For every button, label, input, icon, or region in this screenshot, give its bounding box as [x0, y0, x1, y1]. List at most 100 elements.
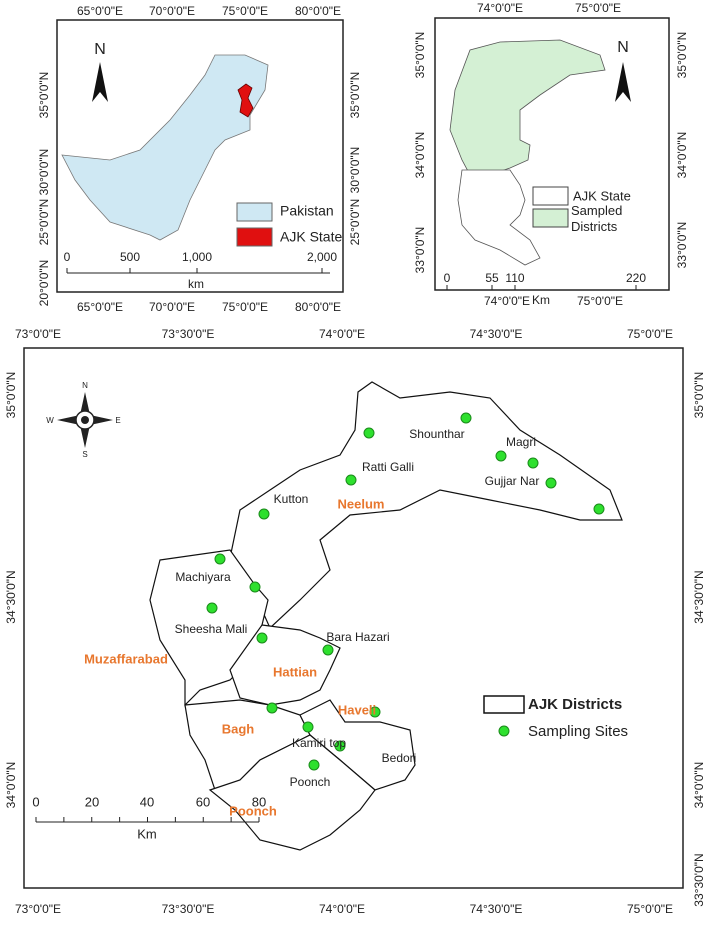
compass-label: W: [46, 416, 54, 425]
longitude-label: 73°0'0"E: [15, 327, 61, 341]
ajk-shape: [457, 169, 541, 266]
compass-label: N: [82, 381, 88, 390]
district-shape: [229, 624, 341, 706]
longitude-label: 75°0'0"E: [575, 1, 621, 15]
sampling-site: [266, 702, 278, 714]
site-label: Sheesha Mali: [175, 622, 248, 636]
longitude-label: 74°0'0"E: [319, 902, 365, 916]
longitude-label: 75°0'0"E: [222, 4, 268, 18]
longitude-label: 70°0'0"E: [149, 300, 195, 314]
legend-swatch: [532, 208, 569, 228]
sampling-site: [495, 450, 507, 462]
scale-label: 0: [32, 794, 39, 809]
site-label: Ratti Galli: [362, 460, 414, 474]
sampling-site: [258, 508, 270, 520]
longitude-label: 80°0'0"E: [295, 300, 341, 314]
district-shape: [208, 734, 376, 851]
sampling-site: [256, 632, 268, 644]
sampled-districts-shape: [449, 39, 606, 176]
scale-label: 20: [85, 794, 99, 809]
longitude-label: 74°0'0"E: [484, 294, 530, 308]
legend-label: Sampling Sites: [528, 723, 628, 740]
scale-label: 55: [485, 271, 499, 285]
sampling-site: [249, 581, 261, 593]
longitude-label: 75°0'0"E: [627, 902, 673, 916]
legend-label: AJK Districts: [528, 696, 622, 713]
latitude-label: 35°0'0"N: [675, 32, 689, 79]
latitude-label: 34°0'0"N: [413, 132, 427, 179]
latitude-label: 35°0'0"N: [413, 32, 427, 79]
scale-label: 1,000: [182, 250, 212, 264]
site-label: Shounthar: [409, 427, 464, 441]
district-label: Haveli: [338, 702, 376, 717]
site-label: Kutton: [274, 492, 309, 506]
scale-label: 80: [252, 794, 266, 809]
longitude-label: 73°30'0"E: [162, 327, 215, 341]
sampling-site: [460, 412, 472, 424]
legend-label: Pakistan: [280, 203, 334, 219]
legend-swatch: [236, 227, 273, 247]
site-label: Bedori: [382, 751, 417, 765]
scale-label: 2,000: [307, 250, 337, 264]
main-frame: [23, 347, 684, 889]
scale-label: 500: [120, 250, 140, 264]
north-label: N: [617, 39, 629, 56]
sampling-site: [302, 721, 314, 733]
site-label: Bara Hazari: [326, 630, 389, 644]
scale-unit: Km: [532, 293, 550, 307]
longitude-label: 74°0'0"E: [319, 327, 365, 341]
latitude-label: 33°30'0"N: [692, 853, 706, 906]
legend-label: Sampled Districts: [571, 203, 623, 234]
legend-swatch: [532, 186, 569, 206]
scale-unit: km: [188, 277, 204, 291]
scale-label: 40: [140, 794, 154, 809]
site-label: Magri: [506, 435, 536, 449]
longitude-label: 65°0'0"E: [77, 300, 123, 314]
latitude-label: 34°0'0"N: [675, 132, 689, 179]
longitude-label: 74°0'0"E: [477, 1, 523, 15]
longitude-label: 74°30'0"E: [470, 327, 523, 341]
latitude-label: 20°0'0"N: [37, 260, 51, 307]
latitude-label: 34°0'0"N: [692, 762, 706, 809]
district-label: Bagh: [222, 721, 255, 736]
latitude-label: 35°0'0"N: [37, 72, 51, 119]
scale-label: 60: [196, 794, 210, 809]
longitude-label: 70°0'0"E: [149, 4, 195, 18]
compass: [57, 392, 113, 448]
site-label: Poonch: [290, 775, 331, 789]
site-label: Kamiri top: [292, 736, 346, 750]
legend-swatch: [498, 725, 510, 737]
latitude-label: 33°0'0"N: [413, 227, 427, 274]
sampling-site: [527, 457, 539, 469]
sampling-site: [214, 553, 226, 565]
site-label: Machiyara: [175, 570, 231, 584]
legend-label: AJK State: [573, 188, 631, 203]
district-label: Muzaffarabad: [84, 651, 168, 666]
latitude-label: 35°0'0"N: [348, 72, 362, 119]
north-arrow: [92, 62, 108, 102]
scale-label: 0: [444, 271, 451, 285]
latitude-label: 33°0'0"N: [675, 222, 689, 269]
longitude-label: 80°0'0"E: [295, 4, 341, 18]
compass-label: S: [82, 450, 87, 459]
site-label: Gujjar Nar: [485, 474, 540, 488]
longitude-label: 75°0'0"E: [222, 300, 268, 314]
legend-swatch: [236, 202, 273, 222]
ajk-shape: [237, 83, 254, 118]
sampling-site: [593, 503, 605, 515]
north-arrow: [615, 62, 631, 102]
scale-label: 220: [626, 271, 646, 285]
district-label: Hattian: [273, 664, 317, 679]
legend-label: AJK State: [280, 229, 342, 245]
latitude-label: 34°30'0"N: [692, 570, 706, 623]
sampling-site: [334, 740, 346, 752]
legend-swatch: [483, 695, 525, 714]
longitude-label: 73°30'0"E: [162, 902, 215, 916]
sampling-site: [206, 602, 218, 614]
longitude-label: 75°0'0"E: [577, 294, 623, 308]
district-label: Poonch: [229, 803, 277, 818]
latitude-label: 30°0'0"N: [348, 147, 362, 194]
sampling-site: [363, 427, 375, 439]
district-label: Neelum: [338, 496, 385, 511]
